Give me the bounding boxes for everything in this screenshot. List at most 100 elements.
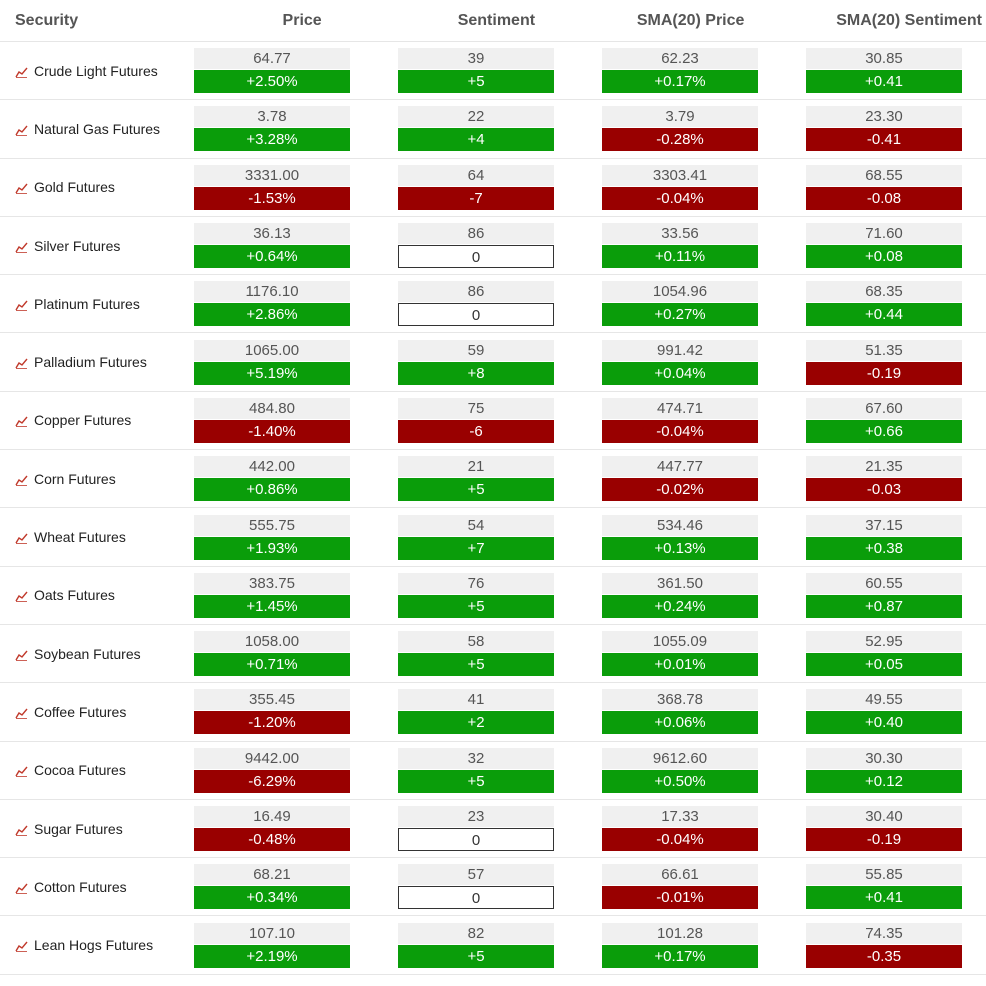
table-row[interactable]: Lean Hogs Futures 107.10 +2.19% 82 +5 10… bbox=[0, 916, 986, 975]
table-row[interactable]: Copper Futures 484.80 -1.40% 75 -6 474.7… bbox=[0, 392, 986, 451]
security-name[interactable]: Coffee Futures bbox=[34, 703, 127, 720]
table-row[interactable]: Wheat Futures 555.75 +1.93% 54 +7 534.46… bbox=[0, 508, 986, 567]
security-name[interactable]: Platinum Futures bbox=[34, 295, 140, 312]
security-name[interactable]: Copper Futures bbox=[34, 412, 132, 429]
price-cell: 3.78 +3.28% bbox=[194, 106, 350, 152]
chart-line-icon[interactable] bbox=[15, 531, 28, 544]
table-row[interactable]: Silver Futures 36.13 +0.64% 86 0 33.56 +… bbox=[0, 217, 986, 276]
security-name[interactable]: Crude Light Futures bbox=[34, 62, 158, 79]
sma-price-change: +0.11% bbox=[602, 245, 758, 269]
security-name-cell[interactable]: Natural Gas Futures bbox=[0, 121, 180, 137]
security-name[interactable]: Soybean Futures bbox=[34, 645, 141, 662]
sma-price-value: 474.71 bbox=[602, 397, 758, 419]
chart-line-icon[interactable] bbox=[15, 939, 28, 952]
chart-line-icon[interactable] bbox=[15, 65, 28, 78]
sentiment-value: 86 bbox=[398, 281, 554, 303]
price-value: 1176.10 bbox=[194, 281, 350, 303]
table-row[interactable]: Cotton Futures 68.21 +0.34% 57 0 66.61 -… bbox=[0, 858, 986, 917]
security-name[interactable]: Corn Futures bbox=[34, 470, 116, 487]
chart-line-icon[interactable] bbox=[15, 648, 28, 661]
col-header-sma-sentiment[interactable]: SMA(20) Sentiment bbox=[836, 11, 982, 29]
security-name[interactable]: Cocoa Futures bbox=[34, 762, 126, 779]
chart-line-icon[interactable] bbox=[15, 823, 28, 836]
value-cells: 3331.00 -1.53% 64 -7 3303.41 -0.04% 68.5… bbox=[180, 164, 986, 210]
chart-line-icon[interactable] bbox=[15, 473, 28, 486]
security-name-cell[interactable]: Palladium Futures bbox=[0, 354, 180, 370]
table-row[interactable]: Soybean Futures 1058.00 +0.71% 58 +5 105… bbox=[0, 625, 986, 684]
security-name-cell[interactable]: Soybean Futures bbox=[0, 646, 180, 662]
table-row[interactable]: Crude Light Futures 64.77 +2.50% 39 +5 6… bbox=[0, 42, 986, 101]
sentiment-change: +4 bbox=[398, 128, 554, 152]
security-name-cell[interactable]: Copper Futures bbox=[0, 412, 180, 428]
sma-sentiment-cell: 68.55 -0.08 bbox=[806, 164, 962, 210]
chart-line-icon[interactable] bbox=[15, 764, 28, 778]
security-name-cell[interactable]: Cotton Futures bbox=[0, 879, 180, 895]
chart-line-icon[interactable] bbox=[15, 240, 28, 253]
security-name-cell[interactable]: Cocoa Futures bbox=[0, 762, 180, 778]
chart-line-icon[interactable] bbox=[15, 123, 28, 136]
sma-price-change: +0.06% bbox=[602, 711, 758, 735]
chart-line-icon[interactable] bbox=[15, 414, 28, 428]
sentiment-value: 64 bbox=[398, 164, 554, 186]
security-name-cell[interactable]: Oats Futures bbox=[0, 587, 180, 603]
sentiment-cell: 75 -6 bbox=[398, 397, 554, 443]
table-row[interactable]: Coffee Futures 355.45 -1.20% 41 +2 368.7… bbox=[0, 683, 986, 742]
sma-sentiment-change: +0.08 bbox=[806, 245, 962, 269]
col-header-price[interactable]: Price bbox=[282, 11, 322, 29]
sentiment-cell: 86 0 bbox=[398, 223, 554, 269]
table-row[interactable]: Platinum Futures 1176.10 +2.86% 86 0 105… bbox=[0, 275, 986, 334]
table-row[interactable]: Sugar Futures 16.49 -0.48% 23 0 17.33 -0… bbox=[0, 800, 986, 859]
value-cells: 383.75 +1.45% 76 +5 361.50 +0.24% 60.55 … bbox=[180, 572, 986, 618]
table-row[interactable]: Corn Futures 442.00 +0.86% 21 +5 447.77 … bbox=[0, 450, 986, 509]
security-name-cell[interactable]: Crude Light Futures bbox=[0, 63, 180, 79]
price-value: 555.75 bbox=[194, 514, 350, 536]
value-cells: 68.21 +0.34% 57 0 66.61 -0.01% 55.85 +0.… bbox=[180, 864, 986, 910]
table-row[interactable]: Palladium Futures 1065.00 +5.19% 59 +8 9… bbox=[0, 333, 986, 392]
price-value: 107.10 bbox=[194, 922, 350, 944]
sma-price-value: 361.50 bbox=[602, 572, 758, 594]
security-name[interactable]: Gold Futures bbox=[34, 179, 115, 196]
security-name-cell[interactable]: Wheat Futures bbox=[0, 529, 180, 545]
chart-line-icon[interactable] bbox=[15, 181, 28, 195]
sma-price-change: +0.24% bbox=[602, 594, 758, 618]
sma-price-cell: 62.23 +0.17% bbox=[602, 48, 758, 94]
sentiment-value: 39 bbox=[398, 48, 554, 70]
security-name[interactable]: Oats Futures bbox=[34, 587, 115, 604]
security-name[interactable]: Cotton Futures bbox=[34, 878, 127, 895]
chart-line-icon[interactable] bbox=[15, 356, 28, 370]
sma-price-value: 66.61 bbox=[602, 864, 758, 886]
security-name[interactable]: Palladium Futures bbox=[34, 354, 147, 371]
security-name-cell[interactable]: Sugar Futures bbox=[0, 821, 180, 837]
security-name-cell[interactable]: Platinum Futures bbox=[0, 296, 180, 312]
table-row[interactable]: Natural Gas Futures 3.78 +3.28% 22 +4 3.… bbox=[0, 100, 986, 159]
price-value: 68.21 bbox=[194, 864, 350, 886]
sma-price-change: -0.02% bbox=[602, 478, 758, 502]
value-cells: 555.75 +1.93% 54 +7 534.46 +0.13% 37.15 … bbox=[180, 514, 986, 560]
security-name[interactable]: Wheat Futures bbox=[34, 529, 126, 546]
col-header-sentiment[interactable]: Sentiment bbox=[457, 11, 536, 29]
chart-line-icon[interactable] bbox=[15, 706, 28, 719]
col-header-sma-price[interactable]: SMA(20) Price bbox=[636, 11, 745, 29]
sma-price-value: 991.42 bbox=[602, 339, 758, 361]
chart-line-icon[interactable] bbox=[15, 589, 28, 603]
chart-line-icon[interactable] bbox=[15, 881, 28, 894]
security-name-cell[interactable]: Lean Hogs Futures bbox=[0, 937, 180, 953]
sentiment-change: +5 bbox=[398, 653, 554, 677]
security-name-cell[interactable]: Gold Futures bbox=[0, 179, 180, 195]
security-name-cell[interactable]: Corn Futures bbox=[0, 471, 180, 487]
table-row[interactable]: Cocoa Futures 9442.00 -6.29% 32 +5 9612.… bbox=[0, 742, 986, 800]
security-name[interactable]: Sugar Futures bbox=[34, 820, 123, 837]
security-name-cell[interactable]: Silver Futures bbox=[0, 238, 180, 254]
table-row[interactable]: Gold Futures 3331.00 -1.53% 64 -7 3303.4… bbox=[0, 159, 986, 217]
security-name[interactable]: Silver Futures bbox=[34, 237, 121, 254]
price-cell: 555.75 +1.93% bbox=[194, 514, 350, 560]
security-name[interactable]: Lean Hogs Futures bbox=[34, 937, 154, 954]
price-change: +3.28% bbox=[194, 128, 350, 152]
col-header-security[interactable]: Security bbox=[15, 11, 79, 29]
table-row[interactable]: Oats Futures 383.75 +1.45% 76 +5 361.50 … bbox=[0, 567, 986, 625]
sma-price-change: +0.04% bbox=[602, 361, 758, 385]
table-header: Security Price Sentiment SMA(20) Price S… bbox=[0, 0, 986, 42]
chart-line-icon[interactable] bbox=[15, 298, 28, 311]
security-name-cell[interactable]: Coffee Futures bbox=[0, 704, 180, 720]
security-name[interactable]: Natural Gas Futures bbox=[34, 120, 161, 137]
